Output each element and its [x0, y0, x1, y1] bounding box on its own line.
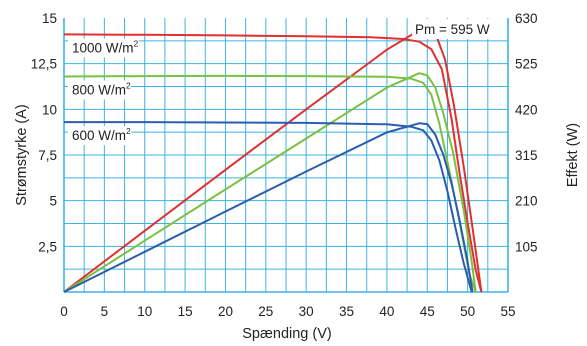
curve-label-superscript: 2 — [126, 126, 131, 136]
y-axis-left-label: Strømstyrke (A) — [14, 104, 30, 206]
x-tick-label: 55 — [500, 304, 515, 319]
current-curve-1000 — [63, 33, 483, 293]
current-curve-600 — [64, 121, 473, 293]
curve-label-background — [68, 126, 132, 146]
curve-label-800: 800 W/m2 — [72, 80, 131, 97]
curve-label-superscript: 2 — [134, 38, 139, 48]
curve-label-text: 600 W/m — [72, 128, 126, 143]
x-tick-label: 40 — [379, 304, 394, 319]
y-left-tick-label: 7,5 — [38, 148, 57, 163]
y-axis-right-label: Effekt (W) — [565, 123, 581, 187]
y-left-tick-label: 10 — [42, 102, 57, 117]
y-right-tick-label: 525 — [515, 57, 538, 72]
curve-label-text: 800 W/m — [72, 82, 126, 97]
y-left-tick-label: 15 — [42, 11, 57, 26]
curve-label-1000: 1000 W/m2 — [72, 38, 139, 55]
grid-lines — [64, 18, 508, 292]
x-tick-label: 15 — [178, 304, 193, 319]
series-curves — [63, 28, 483, 293]
x-tick-label: 10 — [137, 304, 152, 319]
x-axis-label: Spænding (V) — [242, 326, 331, 342]
y-right-tick-label: 210 — [515, 194, 538, 209]
current-curve-800 — [63, 74, 477, 293]
curve-label-text: 1000 W/m — [72, 40, 134, 55]
x-tick-label: 5 — [101, 304, 109, 319]
x-tick-label: 25 — [258, 304, 273, 319]
power-curve-800 — [63, 72, 477, 293]
y-right-tick-label: 105 — [515, 239, 538, 254]
x-tick-label: 0 — [60, 304, 68, 319]
y-right-tick-label: 315 — [515, 148, 538, 163]
tick-labels: 0 5 10 15 20 25 30 35 40 45 50 55 2,5 5 7,5 10 12,5 15 105… — [31, 11, 538, 319]
x-tick-label: 30 — [299, 304, 314, 319]
x-tick-label: 35 — [339, 304, 354, 319]
x-tick-label: 50 — [460, 304, 475, 319]
y-right-tick-label: 420 — [515, 102, 538, 117]
curve-label-background — [68, 80, 132, 100]
curve-label-background — [68, 38, 139, 58]
curve-label-superscript: 2 — [126, 80, 131, 90]
annotation-background — [412, 19, 506, 39]
axes — [63, 18, 509, 293]
x-tick-label: 45 — [420, 304, 435, 319]
x-tick-label: 20 — [218, 304, 233, 319]
curve-label-600: 600 W/m2 — [72, 126, 131, 143]
power-curve-600 — [63, 122, 474, 293]
pm-annotation: Pm = 595 W — [415, 22, 490, 37]
y-left-tick-label: 12,5 — [31, 57, 57, 72]
y-right-tick-label: 630 — [515, 11, 538, 26]
y-left-tick-label: 5 — [49, 194, 57, 209]
y-left-tick-label: 2,5 — [38, 239, 57, 254]
